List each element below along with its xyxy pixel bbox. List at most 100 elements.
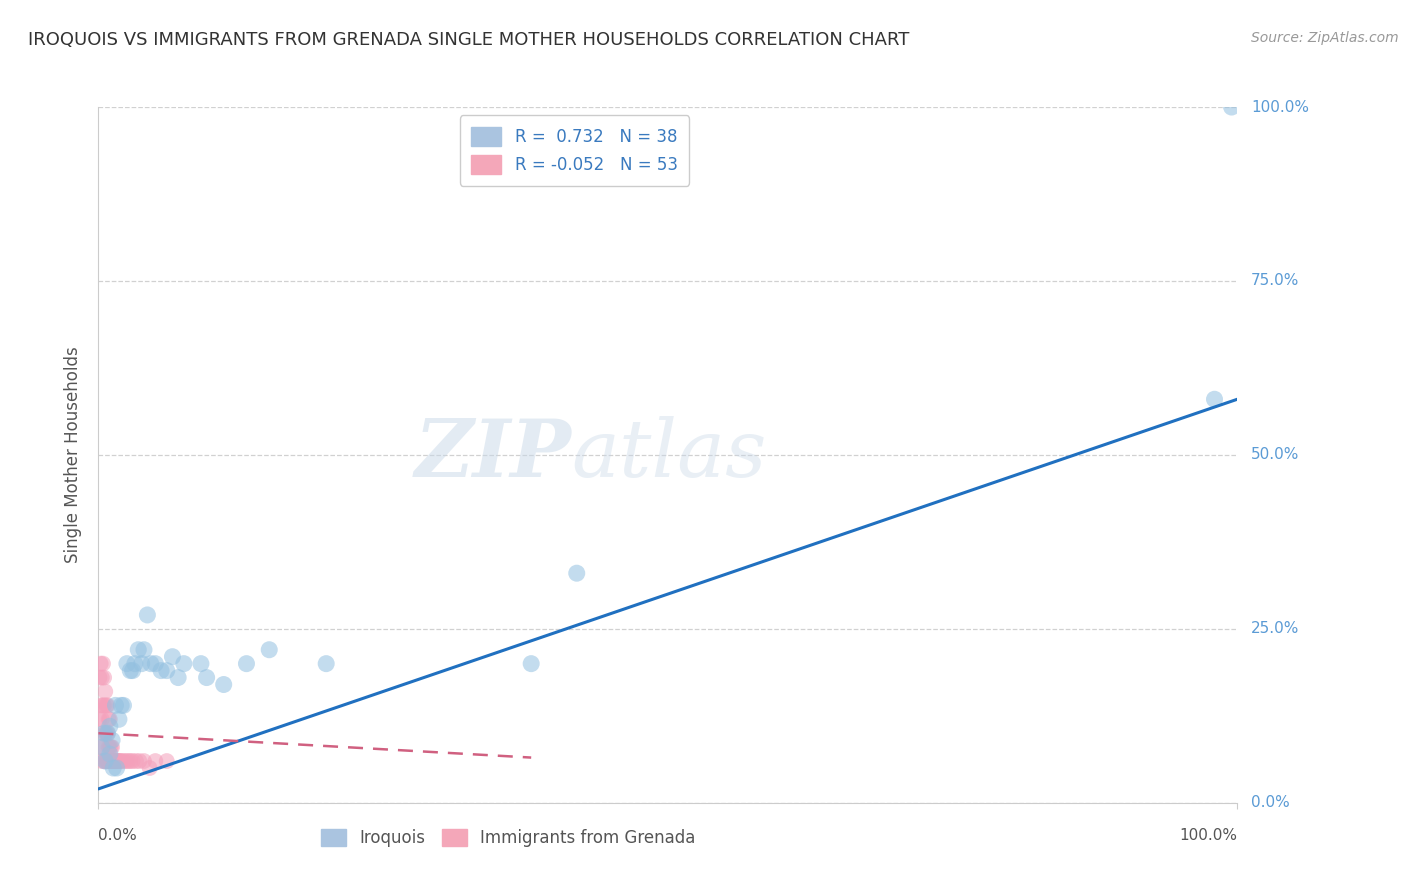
Point xyxy=(235,657,257,671)
Point xyxy=(93,671,115,685)
Text: Source: ZipAtlas.com: Source: ZipAtlas.com xyxy=(1251,31,1399,45)
Point xyxy=(107,754,129,768)
Legend: Iroquois, Immigrants from Grenada: Iroquois, Immigrants from Grenada xyxy=(315,822,703,854)
Point xyxy=(98,754,121,768)
Point xyxy=(195,671,218,685)
Point xyxy=(101,754,124,768)
Point xyxy=(112,754,135,768)
Point xyxy=(114,754,136,768)
Point xyxy=(93,754,115,768)
Point xyxy=(105,754,128,768)
Text: 0.0%: 0.0% xyxy=(1251,796,1289,810)
Point xyxy=(121,664,143,678)
Point xyxy=(100,740,122,755)
Text: IROQUOIS VS IMMIGRANTS FROM GRENADA SINGLE MOTHER HOUSEHOLDS CORRELATION CHART: IROQUOIS VS IMMIGRANTS FROM GRENADA SING… xyxy=(28,31,910,49)
Point xyxy=(103,754,125,768)
Point xyxy=(103,754,125,768)
Point xyxy=(132,642,155,657)
Point xyxy=(173,657,195,671)
Point xyxy=(108,754,131,768)
Point xyxy=(90,698,112,713)
Point xyxy=(108,712,131,726)
Point xyxy=(97,754,120,768)
Point xyxy=(1220,100,1243,114)
Point xyxy=(94,754,117,768)
Point xyxy=(105,761,128,775)
Point xyxy=(139,657,162,671)
Point xyxy=(121,754,143,768)
Point xyxy=(117,754,139,768)
Point xyxy=(98,712,121,726)
Point xyxy=(89,671,111,685)
Point xyxy=(125,754,148,768)
Text: 0.0%: 0.0% xyxy=(98,828,138,843)
Point xyxy=(101,733,124,747)
Text: atlas: atlas xyxy=(571,417,766,493)
Point xyxy=(90,671,112,685)
Point xyxy=(91,657,114,671)
Point xyxy=(90,740,112,755)
Point xyxy=(124,657,146,671)
Text: 100.0%: 100.0% xyxy=(1180,828,1237,843)
Point xyxy=(94,684,117,698)
Point xyxy=(96,726,118,740)
Point xyxy=(94,754,117,768)
Point xyxy=(96,698,118,713)
Y-axis label: Single Mother Households: Single Mother Households xyxy=(65,347,83,563)
Point xyxy=(96,754,118,768)
Text: 50.0%: 50.0% xyxy=(1251,448,1299,462)
Point xyxy=(93,726,115,740)
Point xyxy=(90,657,112,671)
Point xyxy=(96,754,118,768)
Point xyxy=(98,740,121,755)
Text: 25.0%: 25.0% xyxy=(1251,622,1299,636)
Point xyxy=(97,740,120,755)
Point xyxy=(91,740,114,755)
Point xyxy=(127,642,149,657)
Point xyxy=(104,754,127,768)
Point xyxy=(112,698,135,713)
Point xyxy=(162,649,184,664)
Point xyxy=(110,754,132,768)
Point xyxy=(108,754,131,768)
Point xyxy=(94,726,117,740)
Point xyxy=(156,754,179,768)
Point xyxy=(103,761,125,775)
Point xyxy=(93,698,115,713)
Point xyxy=(93,726,115,740)
Point xyxy=(89,712,111,726)
Point xyxy=(101,740,124,755)
Point xyxy=(104,698,127,713)
Point xyxy=(96,698,118,713)
Text: ZIP: ZIP xyxy=(415,417,571,493)
Point xyxy=(90,740,112,755)
Point xyxy=(128,754,150,768)
Point xyxy=(150,664,173,678)
Point xyxy=(212,677,235,691)
Point xyxy=(145,657,167,671)
Point xyxy=(100,754,122,768)
Point xyxy=(136,607,159,622)
Point xyxy=(1204,392,1226,407)
Point xyxy=(131,657,153,671)
Point xyxy=(259,642,281,657)
Point xyxy=(156,664,179,678)
Point xyxy=(167,671,190,685)
Text: 75.0%: 75.0% xyxy=(1251,274,1299,288)
Point xyxy=(96,726,118,740)
Point xyxy=(115,657,138,671)
Point xyxy=(97,712,120,726)
Point xyxy=(90,712,112,726)
Point xyxy=(565,566,588,581)
Point xyxy=(91,698,114,713)
Text: 100.0%: 100.0% xyxy=(1251,100,1309,114)
Point xyxy=(132,754,155,768)
Point xyxy=(190,657,212,671)
Point xyxy=(98,719,121,733)
Point xyxy=(145,754,167,768)
Point xyxy=(120,754,142,768)
Point xyxy=(138,761,160,775)
Point xyxy=(98,747,121,761)
Point xyxy=(110,698,132,713)
Point xyxy=(96,726,118,740)
